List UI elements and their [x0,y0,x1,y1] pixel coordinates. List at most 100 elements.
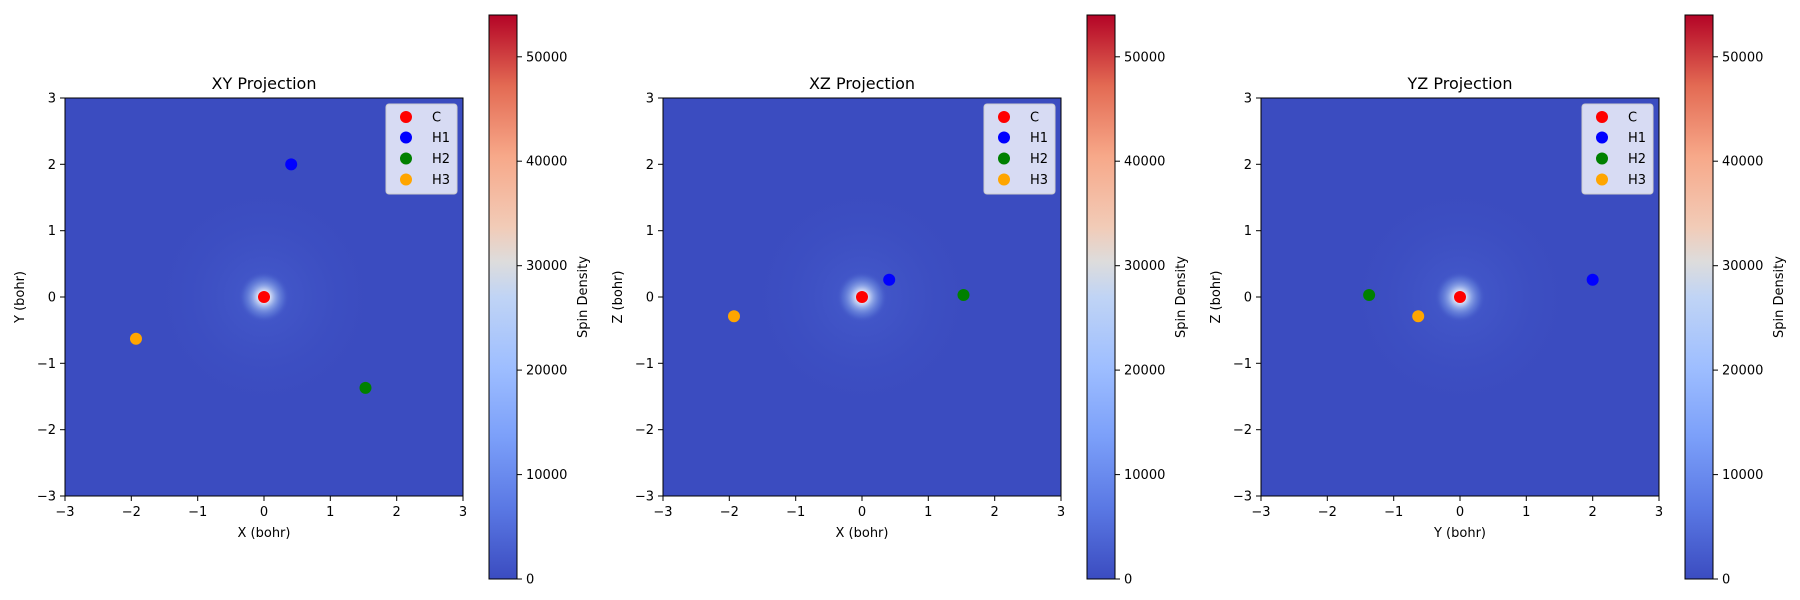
legend-marker [400,111,412,123]
legend-marker [1596,111,1608,123]
point-h3[interactable] [129,332,142,345]
colorbar-tick: 10000 [1115,468,1165,483]
y-tick-label: 3 [646,92,654,107]
colorbar-tick: 30000 [1713,259,1763,274]
legend-label: H2 [1030,152,1048,167]
x-tick: 0 [1456,496,1464,520]
x-tick-label: −1 [1384,505,1403,520]
y-tick: −3 [635,490,663,505]
y-tick-label: 2 [48,158,56,173]
colorbar-tick: 10000 [1713,468,1763,483]
y-axis: −3 −2 −1 0 1 2 3 Y (bohr) [13,92,65,505]
x-tick-label: 3 [459,505,467,520]
point-h2[interactable] [359,381,372,394]
x-axis: −3 −2 −1 0 1 2 3 Y (bohr) [1251,496,1663,541]
legend-label: H3 [1628,173,1646,188]
y-tick: 2 [646,158,663,173]
legend-marker [1596,131,1608,144]
y-tick-label: −1 [635,357,654,372]
legend-label: H2 [1628,152,1646,167]
colorbar-tick-label: 40000 [1124,155,1165,170]
y-tick-label: −3 [37,490,56,505]
point-h1[interactable] [1586,273,1599,286]
y-tick-label: −1 [1233,357,1252,372]
x-tick: −1 [188,496,207,520]
legend-marker [1596,152,1608,165]
colorbar-tick-label: 0 [1722,573,1730,588]
x-axis: −3 −2 −1 0 1 2 3 X (bohr) [653,496,1065,541]
y-tick-label: 0 [48,291,56,306]
point-c[interactable] [856,291,868,303]
y-tick-label: −1 [37,357,56,372]
x-axis-label: X (bohr) [238,526,291,541]
x-axis-label: Y (bohr) [1433,526,1486,541]
x-tick: 0 [858,496,866,520]
point-h1[interactable] [883,273,896,286]
y-tick: 1 [1244,224,1261,239]
legend-marker [998,111,1010,123]
y-tick-label: −3 [1233,490,1252,505]
colorbar-label: Spin Density [576,256,591,338]
y-tick: −2 [37,423,65,438]
x-tick: 1 [326,496,334,520]
y-tick: 1 [646,224,663,239]
scatter-points [129,158,372,394]
point-h2[interactable] [1363,289,1376,302]
legend-entry-h2: H2 [998,152,1048,167]
legend-frame [983,103,1056,195]
legend-entry-h2: H2 [1596,152,1646,167]
y-tick-label: 0 [646,291,654,306]
x-tick: 1 [924,496,932,520]
y-tick-label: 2 [1244,158,1252,173]
legend-marker [998,173,1010,186]
colorbar-gradient [1684,14,1714,580]
legend-frame [385,103,458,195]
x-tick-label: 1 [326,505,334,520]
x-tick: −3 [1251,496,1271,520]
x-tick-label: −2 [122,505,141,520]
y-tick-label: 0 [1244,291,1252,306]
legend-label: H1 [1628,131,1646,146]
y-axis-label: Z (bohr) [611,271,626,324]
legend-marker [998,131,1010,144]
x-tick: −3 [55,496,75,520]
colorbar-tick: 40000 [1115,155,1165,170]
y-tick: 1 [48,224,65,239]
colorbar-tick-label: 20000 [1124,364,1165,379]
x-tick: −1 [786,496,805,520]
colorbar-label: Spin Density [1772,256,1787,338]
point-h3[interactable] [727,310,740,323]
legend: C H1 H2 H3 [983,103,1056,195]
y-tick-label: −2 [1233,423,1252,438]
legend-marker [998,152,1010,165]
legend-entry-h1: H1 [400,131,450,146]
legend-entry-h1: H1 [1596,131,1646,146]
y-axis-label: Z (bohr) [1209,271,1224,324]
y-tick-label: −2 [37,423,56,438]
x-tick: 3 [1655,496,1663,520]
x-tick-label: 2 [1589,505,1597,520]
point-h3[interactable] [1412,310,1425,323]
legend-label: H3 [432,173,450,188]
y-tick: 0 [1244,291,1261,306]
x-tick-label: 0 [1456,505,1464,520]
colorbar-tick: 0 [1115,573,1132,588]
y-tick: 3 [48,92,65,107]
x-tick-label: 0 [260,505,268,520]
colorbar-tick-label: 0 [1124,573,1132,588]
point-c[interactable] [1454,291,1466,303]
x-tick: −2 [720,496,739,520]
point-h1[interactable] [285,158,298,171]
x-tick: 2 [393,496,401,520]
legend-entry-h2: H2 [400,152,450,167]
x-tick-label: −3 [1251,505,1270,520]
colorbar-tick-label: 0 [526,573,534,588]
legend-label: H2 [432,152,450,167]
colorbar-tick: 50000 [1713,50,1763,65]
point-h2[interactable] [957,289,970,302]
y-axis-label: Y (bohr) [13,271,28,324]
x-tick-label: −3 [55,505,74,520]
x-tick-label: −2 [1318,505,1337,520]
point-c[interactable] [258,291,270,303]
